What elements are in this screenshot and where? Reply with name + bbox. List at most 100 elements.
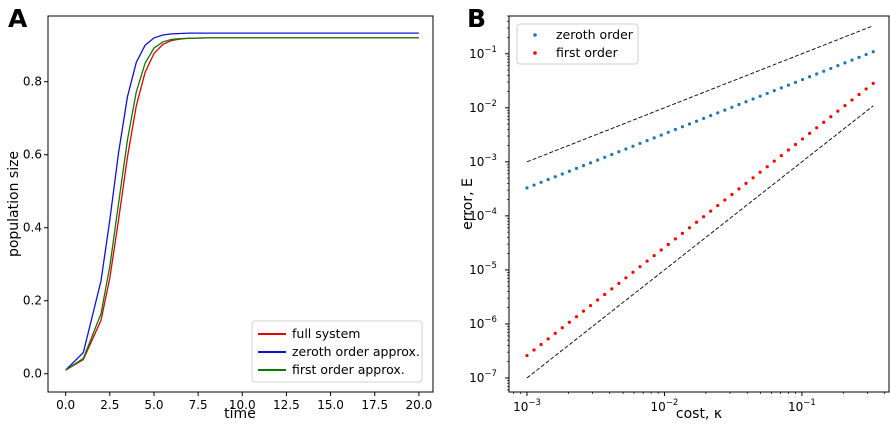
data-point-0: [702, 116, 706, 121]
data-point-1: [525, 353, 529, 358]
data-point-1: [716, 203, 720, 208]
data-point-1: [666, 242, 670, 247]
data-point-1: [588, 303, 593, 308]
data-point-1: [532, 348, 536, 352]
panel-b-reference-lines: [526, 25, 874, 379]
data-point-0: [610, 152, 614, 157]
data-point-0: [779, 86, 783, 90]
data-point-1: [786, 148, 791, 152]
data-point-1: [603, 292, 607, 297]
data-point-1: [857, 92, 861, 97]
data-point-1: [850, 98, 854, 102]
panel-a-x-ticks: 0.0 2.5 5.0 7.5 10.0 12.5 15.0 17.5 20.0: [56, 392, 432, 412]
legend-label-full-system: full system: [292, 326, 360, 341]
panel-a-axes-frame: [47, 15, 434, 393]
x-tick-label: 10.0: [229, 398, 256, 412]
data-point-1: [652, 253, 656, 258]
data-point-0: [645, 139, 649, 143]
x-tick-label: 15.0: [317, 398, 344, 412]
data-point-0: [659, 133, 663, 137]
data-point-0: [546, 177, 550, 182]
x-tick-label: 5.0: [144, 398, 163, 412]
data-point-1: [581, 309, 586, 313]
data-point-1: [546, 337, 550, 341]
x-tick-label: 20.0: [406, 398, 433, 412]
data-point-0: [680, 125, 685, 129]
legend-marker-first-order: [533, 51, 537, 55]
data-point-1: [836, 109, 840, 113]
data-point-0: [553, 175, 557, 179]
x-tick-label: 10−1: [788, 398, 816, 414]
data-point-1: [553, 331, 557, 335]
data-point-0: [815, 72, 819, 76]
data-point-1: [758, 170, 762, 174]
panel-label-b: B: [467, 4, 486, 33]
data-point-1: [730, 192, 734, 197]
panel-a-y-axis-label: population size: [6, 151, 22, 257]
x-tick-label: 10−2: [651, 398, 679, 414]
data-point-0: [560, 172, 564, 176]
x-tick-label: 10−3: [513, 398, 541, 414]
panel-a-x-axis-label: time: [224, 406, 256, 422]
data-point-0: [730, 105, 734, 109]
data-point-0: [709, 114, 713, 118]
data-point-0: [723, 108, 727, 112]
data-point-1: [808, 131, 812, 135]
data-point-0: [624, 147, 628, 151]
legend-label-zeroth-order: zeroth order approx.: [292, 344, 420, 359]
data-point-1: [765, 165, 769, 169]
y-tick-label: 10−6: [469, 315, 497, 331]
x-tick-label: 7.5: [189, 398, 208, 412]
data-point-0: [808, 75, 812, 79]
data-point-0: [638, 141, 642, 146]
data-point-1: [815, 126, 819, 130]
data-point-1: [638, 265, 642, 269]
data-point-1: [596, 298, 600, 302]
data-point-0: [631, 144, 635, 148]
reference-line-0: [526, 25, 874, 163]
data-point-0: [850, 58, 854, 62]
data-point-0: [765, 91, 769, 96]
data-point-0: [525, 186, 529, 190]
legend-label-zeroth-order-b: zeroth order: [556, 27, 634, 42]
data-point-0: [666, 130, 670, 134]
data-point-0: [567, 169, 571, 173]
data-point-0: [744, 100, 748, 104]
data-point-1: [624, 276, 628, 280]
panel-b-x-axis-label: cost, κ: [676, 406, 722, 422]
y-tick-label: 0.6: [23, 148, 42, 162]
data-point-0: [857, 55, 861, 59]
data-point-1: [610, 287, 614, 291]
data-point-0: [786, 83, 791, 87]
data-point-0: [694, 119, 699, 123]
data-point-0: [843, 61, 847, 65]
data-point-0: [772, 89, 776, 93]
data-point-0: [652, 136, 656, 140]
data-point-0: [758, 94, 762, 98]
data-point-1: [751, 176, 755, 180]
data-point-1: [829, 115, 833, 119]
x-tick-label: 17.5: [361, 398, 388, 412]
panel-label-a: A: [8, 4, 28, 33]
panel-b-x-ticks: 10−3 10−2 10−1: [513, 392, 886, 414]
y-tick-label: 10−4: [469, 207, 497, 223]
data-point-1: [617, 281, 621, 285]
data-point-0: [588, 161, 593, 165]
data-point-1: [871, 81, 875, 85]
data-point-1: [843, 104, 847, 108]
panel-b-axes-frame: [508, 15, 890, 393]
panel-a-legend: full system zeroth order approx. first o…: [251, 320, 423, 383]
data-point-1: [702, 215, 706, 219]
data-point-0: [532, 183, 536, 187]
y-tick-label: 10−7: [469, 369, 497, 385]
x-tick-label: 0.0: [56, 398, 75, 412]
data-point-1: [737, 187, 741, 191]
data-point-1: [645, 259, 649, 263]
panel-b-legend-frame: [516, 23, 639, 65]
data-point-1: [673, 237, 677, 241]
x-tick-label: 2.5: [100, 398, 119, 412]
reference-line-1: [526, 105, 874, 379]
data-point-0: [751, 97, 755, 101]
data-point-1: [574, 315, 579, 319]
